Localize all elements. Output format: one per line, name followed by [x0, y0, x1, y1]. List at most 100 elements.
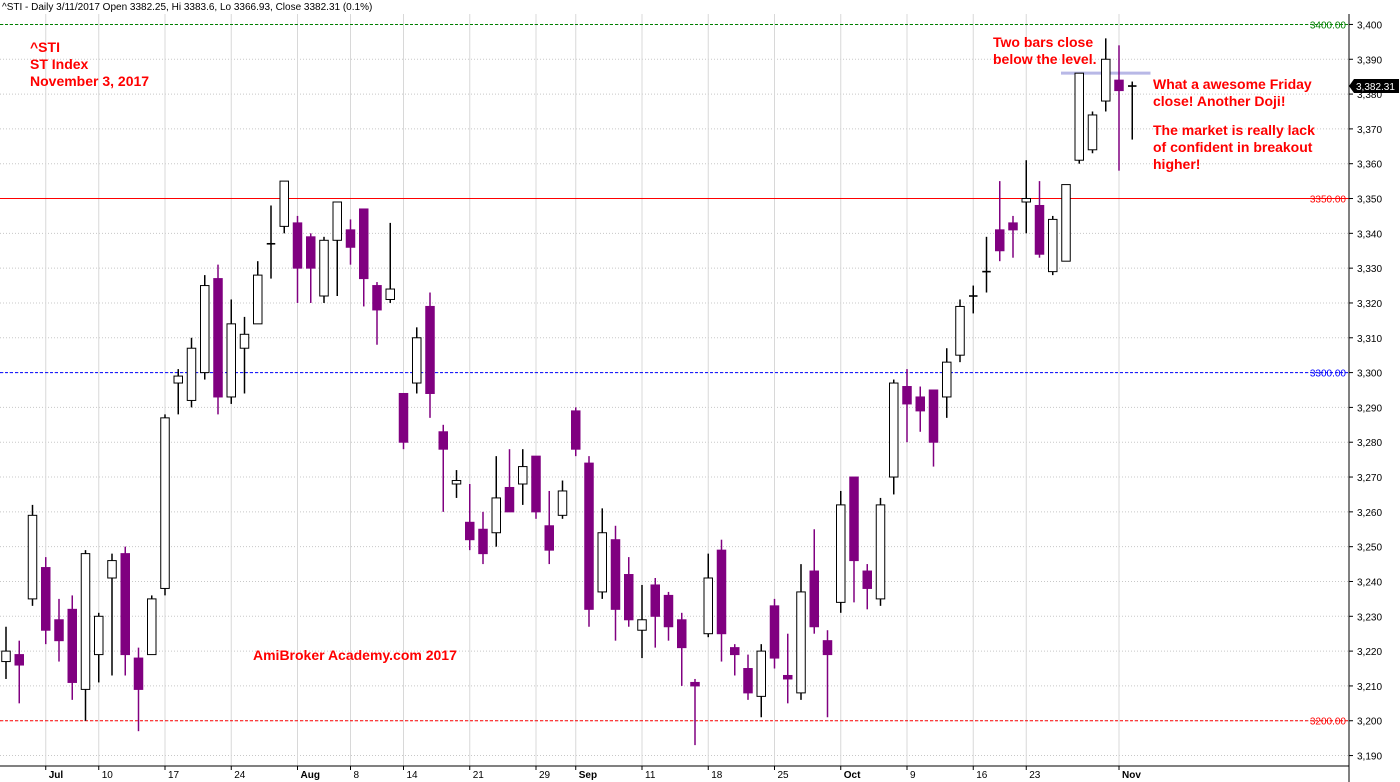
candle-body [372, 285, 382, 311]
candle-body [1021, 198, 1031, 203]
last-price-label: 3,382.31 [1356, 82, 1395, 93]
friday-doji-annotation: What a awesome Friday close! Another Doj… [1153, 76, 1312, 109]
candle [584, 456, 594, 627]
candle-body [557, 490, 568, 516]
candle-body [822, 640, 833, 656]
candle [557, 480, 568, 519]
candle [915, 386, 925, 432]
candle [995, 181, 1005, 262]
candle [809, 529, 819, 634]
candle [955, 299, 965, 363]
y-tick-label: 3,250 [1357, 543, 1382, 554]
x-tick-label: 11 [645, 770, 656, 781]
candle [412, 327, 422, 394]
candle [1114, 45, 1124, 171]
candle-body [306, 236, 316, 269]
candle-body [597, 532, 607, 593]
candle [822, 630, 833, 718]
candle [14, 640, 24, 704]
candle [54, 598, 64, 662]
candle [332, 201, 342, 296]
index-name-annotation: ST Index [30, 56, 89, 72]
candle-body [438, 431, 448, 450]
candle-body [107, 560, 117, 579]
candle-body [1061, 184, 1071, 262]
candle [372, 282, 382, 345]
candle-body [756, 650, 766, 697]
y-tick-label: 3,400 [1357, 20, 1382, 31]
candle-body [147, 598, 157, 656]
y-tick-label: 3,330 [1357, 264, 1382, 275]
candle-body [809, 570, 819, 628]
candle-body [836, 504, 846, 603]
candle [27, 504, 38, 606]
candle-body [889, 382, 899, 478]
candle-body [332, 201, 342, 241]
candle-body [213, 278, 223, 398]
y-tick-label: 3,350 [1357, 195, 1382, 206]
candle-body [133, 657, 144, 690]
symbol-annotation: ^STI [30, 39, 60, 55]
candle-body [41, 567, 51, 631]
candle [200, 275, 210, 380]
candle-body [27, 514, 38, 600]
x-tick-label: 21 [473, 770, 485, 781]
x-tick-label: 9 [910, 770, 916, 781]
x-tick-label: 10 [102, 770, 114, 781]
x-tick-label: 18 [711, 770, 723, 781]
candle [889, 379, 899, 495]
candle-body [465, 521, 475, 541]
candle-body [624, 574, 634, 621]
market-annotation: The market is really lack of confident i… [1153, 122, 1315, 172]
level-label: 3350.00 [1310, 195, 1347, 206]
candle-body [94, 615, 104, 656]
two-bars-annotation: Two bars close below the level. [993, 34, 1097, 67]
candle [239, 316, 250, 394]
candle [716, 539, 727, 662]
candle-body [1008, 222, 1018, 231]
candle [186, 337, 197, 408]
candle [41, 557, 51, 645]
candle [491, 456, 501, 547]
candle-body [743, 668, 753, 694]
candle-body [186, 347, 197, 401]
candle [928, 389, 939, 467]
candle-body [875, 504, 886, 600]
x-tick-label: 29 [539, 770, 551, 781]
y-tick-label: 3,280 [1357, 438, 1382, 449]
candle-body [942, 361, 952, 398]
candle [1021, 160, 1031, 234]
candle-body [518, 466, 528, 485]
candle [398, 392, 409, 450]
candle [756, 644, 766, 718]
candle-body [610, 539, 621, 610]
y-tick-label: 3,210 [1357, 682, 1382, 693]
candle [663, 591, 674, 641]
x-tick-label: 8 [354, 770, 360, 781]
candle [518, 449, 528, 505]
candle-body [491, 497, 501, 534]
watermark: AmiBroker Academy.com 2017 [253, 647, 457, 663]
candle-body [478, 528, 488, 555]
candle [478, 511, 488, 565]
candle [1, 626, 11, 679]
candle-body [677, 619, 687, 649]
candle [571, 407, 581, 457]
candle-body [425, 305, 435, 394]
candle-body [173, 375, 183, 384]
candle-body [1, 650, 11, 663]
candle [438, 424, 448, 512]
candle [425, 292, 435, 418]
candle [610, 525, 621, 641]
candle-body [769, 605, 780, 659]
candle [345, 219, 356, 265]
candle [650, 578, 660, 648]
y-tick-label: 3,370 [1357, 125, 1382, 136]
candle [969, 285, 978, 314]
candle-body [200, 285, 210, 374]
candle-body [703, 577, 713, 635]
level-label: 3200.00 [1310, 717, 1347, 728]
candle-body [955, 305, 965, 356]
